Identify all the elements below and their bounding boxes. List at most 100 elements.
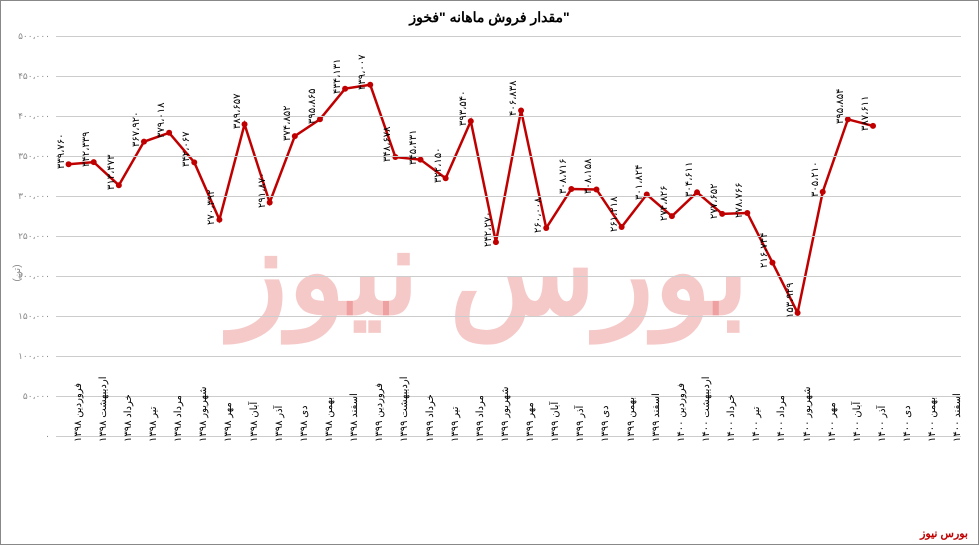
x-tick: فروردین ۱۳۹۸ bbox=[73, 383, 84, 442]
data-label: ۳۴۵،۴۳۱ bbox=[408, 129, 419, 164]
x-tick: بهمن ۱۳۹۹ bbox=[626, 397, 637, 442]
footer-text: بورس نیوز bbox=[920, 527, 968, 540]
data-label: ۲۹۱،۸۷۰ bbox=[257, 172, 268, 207]
gridline bbox=[56, 196, 961, 197]
x-tick: آذر ۱۴۰۰ bbox=[877, 406, 888, 442]
data-label: ۱۵۳،۹۲۹ bbox=[785, 282, 796, 317]
x-tick: بهمن ۱۴۰۰ bbox=[927, 397, 938, 442]
x-tick: تیر ۱۳۹۸ bbox=[148, 406, 159, 442]
gridline bbox=[56, 236, 961, 237]
data-marker bbox=[719, 211, 725, 217]
data-label: ۳۰۸،۱۵۸ bbox=[583, 159, 594, 194]
x-tick: آبان ۱۳۹۸ bbox=[249, 402, 260, 442]
x-tick: مهر ۱۴۰۰ bbox=[827, 402, 838, 442]
data-label: ۳۹۵،۸۶۵ bbox=[307, 89, 318, 124]
gridline bbox=[56, 356, 961, 357]
data-label: ۳۱۳،۴۷۳ bbox=[106, 155, 117, 190]
x-tick: مرداد ۱۳۹۹ bbox=[475, 395, 486, 442]
data-label: ۲۱۶،۷۴۴ bbox=[759, 232, 770, 267]
x-tick: فروردین ۱۳۹۹ bbox=[374, 383, 385, 442]
x-tick: شهریور ۱۳۹۹ bbox=[500, 386, 511, 442]
x-tick: آبان ۱۴۰۰ bbox=[852, 402, 863, 442]
gridline bbox=[56, 316, 961, 317]
data-label: ۴۳۹،۰۰۷ bbox=[357, 54, 368, 89]
x-tick: تیر ۱۳۹۹ bbox=[450, 406, 461, 442]
data-marker bbox=[769, 260, 775, 266]
y-tick: ۲۰۰،۰۰۰ bbox=[18, 271, 50, 282]
data-marker bbox=[166, 130, 172, 136]
x-tick: بهمن ۱۳۹۸ bbox=[324, 397, 335, 442]
data-label: ۳۸۹،۶۵۷ bbox=[232, 94, 243, 129]
x-tick: شهریور ۱۴۰۰ bbox=[802, 386, 813, 442]
y-tick: ۳۰۰،۰۰۰ bbox=[18, 191, 50, 202]
x-tick: اسفند ۱۴۰۰ bbox=[952, 393, 963, 442]
data-label: ۳۰۵،۲۱۰ bbox=[810, 161, 821, 196]
gridline bbox=[56, 116, 961, 117]
data-marker bbox=[744, 210, 750, 216]
x-tick: اسفند ۱۳۹۸ bbox=[349, 393, 360, 442]
y-tick: ۵۰،۰۰۰ bbox=[23, 391, 50, 402]
data-label: ۲۷۰،۳۹۲ bbox=[206, 189, 217, 224]
data-label: ۳۸۷،۶۱۱ bbox=[860, 95, 871, 130]
data-label: ۲۷۸،۷۶۶ bbox=[734, 183, 745, 218]
data-label: ۳۴۸،۶۷۸ bbox=[382, 127, 393, 162]
y-tick: ۵۰۰،۰۰۰ bbox=[18, 31, 50, 42]
data-label: ۳۶۷،۹۲۰ bbox=[131, 111, 142, 146]
y-tick: ۴۵۰،۰۰۰ bbox=[18, 71, 50, 82]
x-tick: اردیبهشت ۱۴۰۰ bbox=[701, 377, 712, 442]
x-tick: اسفند ۱۳۹۹ bbox=[651, 393, 662, 442]
data-label: ۳۷۹،۰۱۸ bbox=[156, 102, 167, 137]
data-label: ۲۴۲،۲۷۰ bbox=[483, 212, 494, 247]
x-tick: مهر ۱۳۹۸ bbox=[223, 402, 234, 442]
gridline bbox=[56, 76, 961, 77]
x-tick: آذر ۱۳۹۸ bbox=[274, 406, 285, 442]
x-tick: شهریور ۱۳۹۸ bbox=[198, 386, 209, 442]
data-label: ۳۲۲،۱۵۰ bbox=[433, 148, 444, 183]
chart-container: مقدار فروش ماهانه "فخوز" (تن) بورس نیوز … bbox=[0, 0, 979, 545]
data-label: ۳۹۳،۵۴۰ bbox=[458, 91, 469, 126]
y-tick: ۱۰۰،۰۰۰ bbox=[18, 351, 50, 362]
data-label: ۳۰۱،۸۲۴ bbox=[634, 164, 645, 199]
x-tick: خرداد ۱۳۹۸ bbox=[123, 394, 134, 442]
x-tick: مهر ۱۳۹۹ bbox=[525, 402, 536, 442]
data-label: ۲۷۴،۸۲۶ bbox=[659, 186, 670, 221]
data-label: ۲۶۱،۲۱۸ bbox=[609, 197, 620, 232]
data-marker bbox=[568, 186, 574, 192]
gridline bbox=[56, 276, 961, 277]
data-label: ۴۳۴،۱۳۱ bbox=[332, 58, 343, 93]
data-label: ۳۴۲،۰۶۷ bbox=[181, 132, 192, 167]
data-label: ۳۰۸،۷۱۶ bbox=[558, 159, 569, 194]
data-label: ۲۷۷،۶۵۲ bbox=[709, 183, 720, 218]
x-tick: اردیبهشت ۱۳۹۸ bbox=[98, 377, 109, 442]
data-label: ۲۶۰،۰۰۸ bbox=[533, 198, 544, 233]
data-label: ۳۷۴،۸۵۲ bbox=[282, 106, 293, 141]
x-tick: آبان ۱۳۹۹ bbox=[550, 402, 561, 442]
y-tick: ۲۵۰،۰۰۰ bbox=[18, 231, 50, 242]
data-label: ۳۰۴،۶۱۱ bbox=[684, 162, 695, 197]
x-tick: اردیبهشت ۱۳۹۹ bbox=[399, 377, 410, 442]
x-tick: دی ۱۳۹۸ bbox=[299, 405, 310, 442]
data-marker bbox=[216, 217, 222, 223]
data-label: ۳۴۲،۳۳۹ bbox=[81, 132, 92, 167]
x-tick: دی ۱۳۹۹ bbox=[600, 405, 611, 442]
x-tick: مرداد ۱۳۹۸ bbox=[173, 395, 184, 442]
x-tick: خرداد ۱۴۰۰ bbox=[726, 394, 737, 442]
x-tick: آذر ۱۳۹۹ bbox=[575, 406, 586, 442]
data-marker bbox=[543, 225, 549, 231]
x-tick: تیر ۱۴۰۰ bbox=[751, 406, 762, 442]
x-tick: دی ۱۴۰۰ bbox=[902, 405, 913, 442]
data-label: ۴۰۶،۸۳۸ bbox=[508, 80, 519, 115]
x-tick: مرداد ۱۴۰۰ bbox=[776, 395, 787, 442]
y-tick: ۴۰۰،۰۰۰ bbox=[18, 111, 50, 122]
x-tick: خرداد ۱۳۹۹ bbox=[425, 394, 436, 442]
data-marker bbox=[392, 154, 398, 160]
y-tick: ۰ bbox=[45, 431, 50, 442]
y-tick: ۳۵۰،۰۰۰ bbox=[18, 151, 50, 162]
data-marker bbox=[367, 82, 373, 88]
data-marker bbox=[593, 186, 599, 192]
gridline bbox=[56, 36, 961, 37]
y-tick: ۱۵۰،۰۰۰ bbox=[18, 311, 50, 322]
x-tick: فروردین ۱۴۰۰ bbox=[676, 383, 687, 442]
data-label: ۳۹۵،۸۵۴ bbox=[835, 89, 846, 124]
chart-title: مقدار فروش ماهانه "فخوز" bbox=[1, 9, 978, 26]
